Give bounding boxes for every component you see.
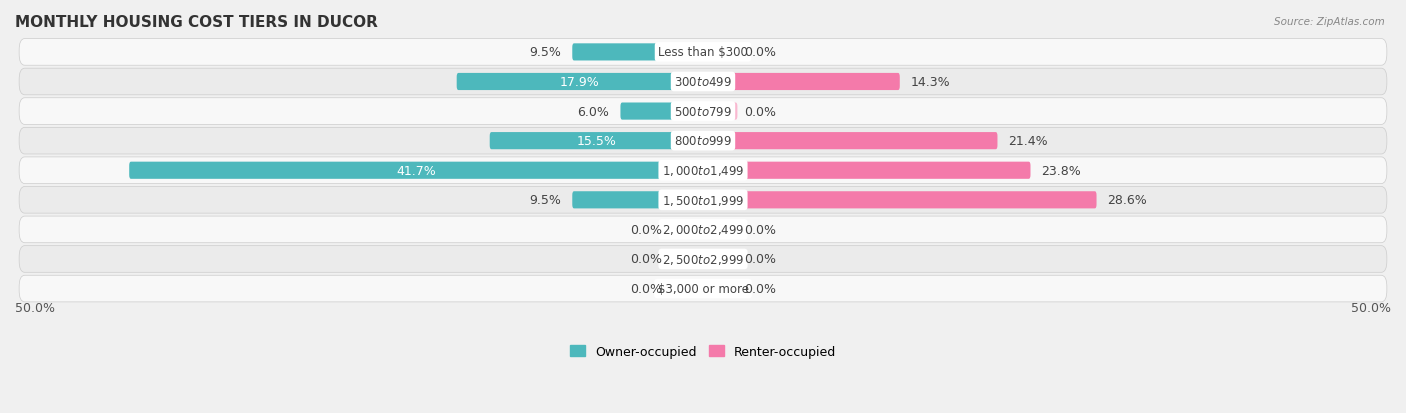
Text: 14.3%: 14.3%	[911, 76, 950, 89]
Text: 0.0%: 0.0%	[630, 223, 662, 236]
Text: $1,000 to $1,499: $1,000 to $1,499	[662, 164, 744, 178]
Text: 6.0%: 6.0%	[578, 105, 609, 118]
Text: $2,000 to $2,499: $2,000 to $2,499	[662, 223, 744, 237]
Text: Source: ZipAtlas.com: Source: ZipAtlas.com	[1274, 17, 1385, 26]
FancyBboxPatch shape	[572, 44, 703, 62]
FancyBboxPatch shape	[20, 246, 1386, 273]
FancyBboxPatch shape	[703, 221, 737, 238]
Text: $2,500 to $2,999: $2,500 to $2,999	[662, 252, 744, 266]
Text: $3,000 or more: $3,000 or more	[658, 282, 748, 295]
FancyBboxPatch shape	[703, 251, 737, 268]
FancyBboxPatch shape	[669, 251, 703, 268]
FancyBboxPatch shape	[669, 221, 703, 238]
Text: 0.0%: 0.0%	[744, 105, 776, 118]
Text: 0.0%: 0.0%	[744, 282, 776, 295]
Text: 9.5%: 9.5%	[530, 194, 561, 207]
FancyBboxPatch shape	[20, 99, 1386, 125]
Text: 17.9%: 17.9%	[560, 76, 600, 89]
FancyBboxPatch shape	[703, 162, 1031, 179]
FancyBboxPatch shape	[620, 103, 703, 120]
FancyBboxPatch shape	[703, 192, 1097, 209]
FancyBboxPatch shape	[20, 128, 1386, 154]
FancyBboxPatch shape	[20, 40, 1386, 66]
FancyBboxPatch shape	[489, 133, 703, 150]
FancyBboxPatch shape	[703, 280, 737, 297]
Text: 23.8%: 23.8%	[1042, 164, 1081, 177]
Text: Less than $300: Less than $300	[658, 46, 748, 59]
FancyBboxPatch shape	[457, 74, 703, 91]
Text: $500 to $799: $500 to $799	[673, 105, 733, 118]
FancyBboxPatch shape	[703, 103, 737, 120]
Text: MONTHLY HOUSING COST TIERS IN DUCOR: MONTHLY HOUSING COST TIERS IN DUCOR	[15, 15, 378, 30]
Text: 50.0%: 50.0%	[15, 301, 55, 315]
Text: 50.0%: 50.0%	[1351, 301, 1391, 315]
Text: 28.6%: 28.6%	[1108, 194, 1147, 207]
Text: 21.4%: 21.4%	[1008, 135, 1047, 148]
Text: 41.7%: 41.7%	[396, 164, 436, 177]
Text: 0.0%: 0.0%	[744, 253, 776, 266]
Text: 9.5%: 9.5%	[530, 46, 561, 59]
Text: 15.5%: 15.5%	[576, 135, 616, 148]
FancyBboxPatch shape	[669, 280, 703, 297]
FancyBboxPatch shape	[20, 187, 1386, 214]
Text: 0.0%: 0.0%	[630, 282, 662, 295]
Text: 0.0%: 0.0%	[630, 253, 662, 266]
Text: 0.0%: 0.0%	[744, 223, 776, 236]
FancyBboxPatch shape	[20, 216, 1386, 243]
FancyBboxPatch shape	[129, 162, 703, 179]
FancyBboxPatch shape	[20, 275, 1386, 302]
Legend: Owner-occupied, Renter-occupied: Owner-occupied, Renter-occupied	[565, 340, 841, 363]
FancyBboxPatch shape	[20, 69, 1386, 95]
FancyBboxPatch shape	[703, 133, 997, 150]
FancyBboxPatch shape	[703, 74, 900, 91]
Text: $800 to $999: $800 to $999	[673, 135, 733, 148]
Text: $1,500 to $1,999: $1,500 to $1,999	[662, 193, 744, 207]
Text: 0.0%: 0.0%	[744, 46, 776, 59]
FancyBboxPatch shape	[572, 192, 703, 209]
Text: $300 to $499: $300 to $499	[673, 76, 733, 89]
FancyBboxPatch shape	[703, 44, 737, 62]
FancyBboxPatch shape	[20, 157, 1386, 184]
